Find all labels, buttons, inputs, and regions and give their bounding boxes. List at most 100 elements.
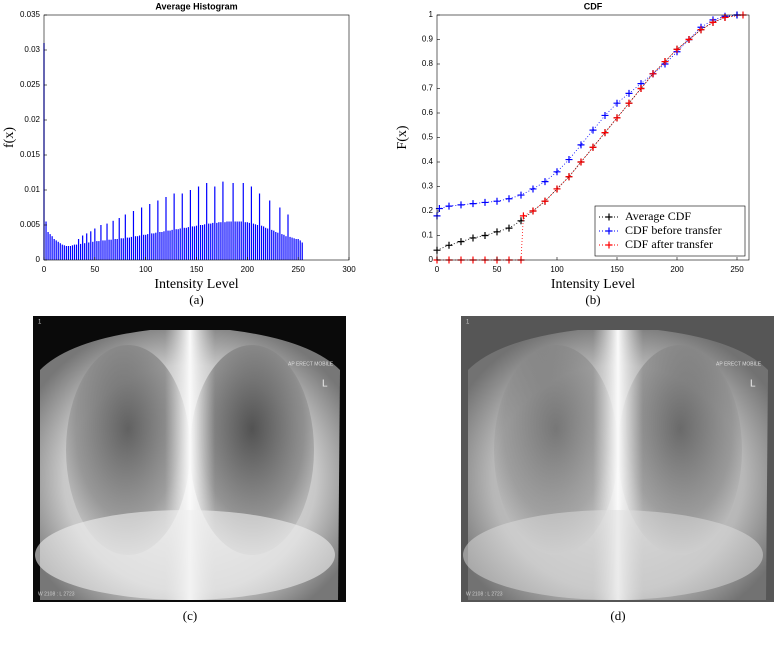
y-tick-label: 0.7 [422,84,434,93]
bar [260,225,263,260]
chart-title: Average Histogram [155,1,237,11]
bar [104,240,106,260]
y-axis-label: F(x) [395,125,410,149]
image-text: AP ERECT MOBILE [716,361,762,367]
bar [267,228,269,260]
bar [183,227,185,260]
marker [589,126,597,134]
marker [613,99,621,107]
bar [258,193,261,260]
bar [199,225,202,260]
y-tick-label: 0.2 [422,206,434,215]
bar [167,230,169,260]
bar [134,236,137,260]
caption: (b) [585,292,600,307]
bar [155,232,157,260]
y-tick-label: 0.035 [20,10,41,19]
marker [589,143,597,151]
marker [697,26,705,34]
lung [66,345,190,555]
marker [505,195,513,203]
bar [138,235,141,260]
bar [132,211,135,260]
image-text: W 2108 : L 2723 [466,591,503,597]
bar [263,226,265,260]
bar [94,228,96,260]
bar [163,231,165,260]
marker [601,111,609,119]
bar [175,229,177,260]
legend-marker [605,227,613,235]
x-axis-label: Intensity Level [154,277,238,292]
marker [493,228,501,236]
bar [242,183,244,260]
caption: (c) [183,608,197,623]
y-tick-label: 0.4 [422,157,434,166]
bar [80,243,82,260]
bar [234,221,236,260]
bar [226,221,228,260]
bar [124,214,126,260]
bar [299,240,301,260]
bar [145,234,147,260]
marker [601,129,609,137]
bar [222,181,224,260]
bar [82,235,84,260]
y-tick-label: 0.8 [422,59,434,68]
lung [618,345,742,555]
marker [565,173,573,181]
x-tick-label: 100 [139,265,153,274]
bar [250,186,252,260]
legend-label: CDF after transfer [625,237,713,251]
image-text: AP ERECT MOBILE [288,361,334,367]
bar [193,226,196,260]
bar [157,200,159,260]
marker [637,85,645,92]
image-text: L [750,379,756,390]
bar [96,241,98,260]
legend-box [594,205,746,257]
bar [106,223,108,260]
legend-marker [605,213,613,221]
bar [220,222,222,260]
bar [197,186,200,260]
bar [161,232,163,260]
marker [613,114,621,122]
y-tick-label: 0 [429,255,434,264]
bar [173,193,175,260]
bar [297,239,299,260]
marker [673,45,681,53]
bar [191,226,194,260]
bar [179,228,181,260]
y-tick-label: 0.5 [422,133,434,142]
bar [47,232,49,260]
bar [136,236,139,260]
bar [224,222,226,260]
marker [625,99,633,107]
legend-label: Average CDF [625,209,691,223]
bar [86,233,88,260]
xray-d: 1 AP ERECT MOBILE L W 2108 : L 2723 [461,316,774,602]
bar [271,229,273,260]
bar [238,221,240,260]
marker [577,141,585,149]
bar [122,238,124,260]
diaphragm [463,510,763,600]
bar [112,220,114,260]
x-tick-label: 250 [730,265,744,274]
y-tick-label: 0.005 [20,220,41,229]
bar [169,230,171,260]
bar [102,240,104,260]
bar [84,243,86,260]
bar [143,234,145,260]
x-tick-label: 150 [610,265,624,274]
marker [661,58,669,66]
y-tick-label: 0.03 [24,45,40,54]
bar [98,241,100,260]
bar [275,232,277,260]
bar [153,233,155,260]
marker [541,178,549,186]
bar [301,242,303,260]
y-tick-label: 0.9 [422,35,434,44]
